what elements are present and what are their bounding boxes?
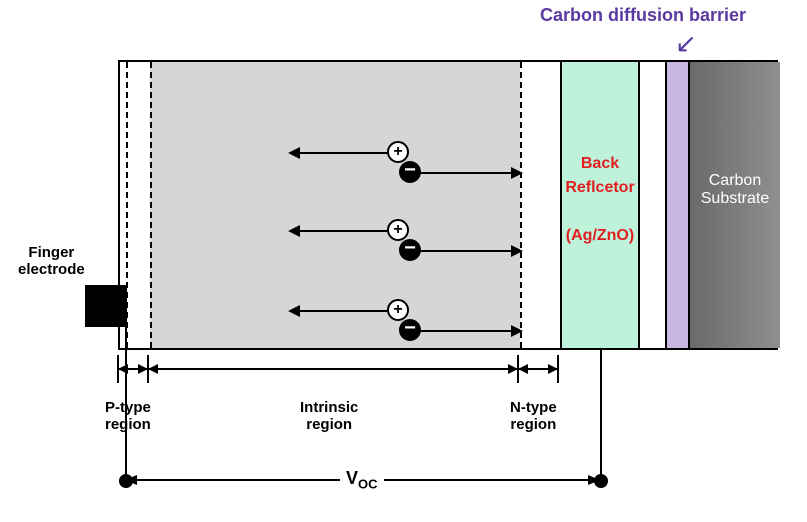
arrow-head-left-icon <box>288 305 300 317</box>
voc-drop-left <box>125 326 127 480</box>
carbon-substrate-label: CarbonSubstrate <box>690 62 780 208</box>
finger-electrode-label: Fingerelectrode <box>18 245 85 278</box>
electron-arrow <box>418 250 513 252</box>
dashed-i-n <box>520 62 522 348</box>
hole-arrow <box>298 310 390 312</box>
electron-arrow <box>418 172 513 174</box>
voc-terminal-left <box>119 474 133 488</box>
region-label: N-typeregion <box>510 400 557 433</box>
solar-cell-diagram: Carbon diffusion barrier ↙ BackReflcetor… <box>0 0 807 522</box>
electron-charge-icon: − <box>399 239 421 261</box>
intrinsic-region-fill <box>150 62 520 348</box>
region-label: Intrinsicregion <box>300 400 358 433</box>
cell-outline: BackReflcetor(Ag/ZnO) CarbonSubstrate +−… <box>118 60 778 350</box>
barrier-arrow-icon: ↙ <box>675 28 697 59</box>
voc-terminal-right <box>594 474 608 488</box>
voc-drop-right <box>600 350 602 480</box>
arrow-head-left-icon <box>288 225 300 237</box>
dimension-bracket <box>134 355 532 395</box>
dimension-bracket <box>504 355 572 395</box>
carbon-diffusion-barrier-label: Carbon diffusion barrier <box>540 5 746 26</box>
region-label: P-typeregion <box>105 400 151 433</box>
voc-label: VOC <box>340 468 384 492</box>
arrow-head-left-icon <box>288 147 300 159</box>
electron-charge-icon: − <box>399 161 421 183</box>
electron-charge-icon: − <box>399 319 421 341</box>
arrow-head-right-icon <box>511 245 523 257</box>
arrow-head-right-icon <box>511 167 523 179</box>
back-reflector-label: BackReflcetor(Ag/ZnO) <box>562 62 638 248</box>
dashed-p-i <box>150 62 152 348</box>
finger-electrode-block <box>85 285 127 327</box>
back-reflector-layer: BackReflcetor(Ag/ZnO) <box>560 62 640 348</box>
carbon-substrate-layer: CarbonSubstrate <box>690 62 780 348</box>
electron-arrow <box>418 330 513 332</box>
arrow-head-right-icon <box>511 325 523 337</box>
hole-arrow <box>298 230 390 232</box>
diffusion-barrier-layer <box>665 62 690 348</box>
hole-arrow <box>298 152 390 154</box>
